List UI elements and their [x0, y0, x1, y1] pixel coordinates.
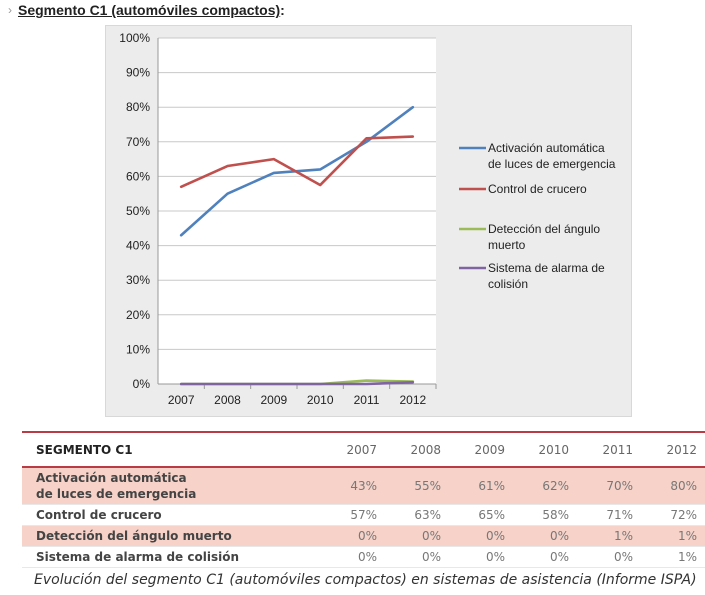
table-header-year: 2009 — [474, 442, 505, 457]
table-cell: 0% — [357, 550, 377, 564]
y-tick-label: 10% — [126, 342, 150, 356]
legend-label: Activación automática — [488, 141, 605, 155]
legend-label: muerto — [488, 238, 526, 252]
table-row: Sistema de alarma de colisión 0% 0% 0% 0… — [22, 547, 705, 568]
table-cell: 58% — [542, 508, 569, 522]
y-tick-label: 30% — [126, 273, 150, 287]
table-row: Detección del ángulo muerto 0% 0% 0% 0% … — [22, 525, 705, 547]
table-header-year: 2012 — [666, 442, 697, 457]
legend-label: Control de crucero — [488, 182, 587, 196]
y-tick-label: 90% — [126, 66, 150, 80]
figure-caption: Evolución del segmento C1 (automóviles c… — [34, 572, 697, 588]
legend-label: Detección del ángulo — [488, 222, 600, 236]
y-tick-label: 40% — [126, 239, 150, 253]
table-header-year: 2011 — [602, 442, 633, 457]
table-cell: 0% — [357, 529, 377, 543]
chevron-right-icon: › — [8, 3, 12, 17]
row-label: Control de crucero — [36, 508, 162, 522]
table-cell: 62% — [542, 479, 569, 493]
row-label-line: de luces de emergencia — [36, 487, 197, 501]
table-cell: 0% — [421, 550, 441, 564]
legend-label: colisión — [488, 277, 528, 291]
table-header-year: 2010 — [538, 442, 569, 457]
chart-container: 0% 10% 20% 30% 40% 50% 60% 70% 80% 90% 100% 2007 200… — [105, 25, 632, 417]
table-cell: 72% — [670, 508, 697, 522]
table-header-segment: SEGMENTO C1 — [36, 442, 133, 457]
y-tick-label: 80% — [126, 100, 150, 114]
table-cell: 61% — [478, 479, 505, 493]
table-cell: 1% — [677, 529, 697, 543]
table-cell: 63% — [414, 508, 441, 522]
y-tick-label: 100% — [119, 31, 150, 45]
y-tick-label: 20% — [126, 308, 150, 322]
table-cell: 80% — [670, 479, 697, 493]
y-tick-label: 50% — [126, 204, 150, 218]
x-tick-label: 2012 — [399, 393, 426, 407]
table-cell: 55% — [414, 479, 441, 493]
series-line — [179, 380, 415, 386]
table-cell: 0% — [485, 529, 505, 543]
row-label: Sistema de alarma de colisión — [36, 550, 239, 564]
legend-label: de luces de emergencia — [488, 157, 616, 171]
x-tick-label: 2010 — [307, 393, 334, 407]
x-tick-label: 2011 — [354, 393, 380, 407]
table-row: Activación automática de luces de emerge… — [22, 467, 705, 505]
table-cell: 0% — [549, 550, 569, 564]
table-row: Control de crucero 57% 63% 65% 58% 71% 7… — [22, 505, 705, 526]
line-chart: 0% 10% 20% 30% 40% 50% 60% 70% 80% 90% 100% 2007 200… — [119, 31, 616, 407]
table-header-year: 2007 — [346, 442, 377, 457]
x-tick-label: 2008 — [214, 393, 241, 407]
table-cell: 1% — [677, 550, 697, 564]
row-label: Detección del ángulo muerto — [36, 529, 232, 543]
y-tick-label: 0% — [133, 377, 151, 391]
table-cell: 70% — [606, 479, 633, 493]
table-header-row: SEGMENTO C1 2007 2008 2009 2010 2011 201… — [22, 432, 705, 467]
y-tick-label: 60% — [126, 169, 150, 183]
data-table: SEGMENTO C1 2007 2008 2009 2010 2011 201… — [22, 431, 705, 568]
section-heading: › Segmento C1 (automóviles compactos): — [8, 2, 285, 18]
row-label: Activación automática de luces de emerge… — [22, 467, 321, 505]
row-label-line: Activación automática — [36, 471, 187, 485]
table-cell: 57% — [350, 508, 377, 522]
x-tick-label: 2007 — [168, 393, 195, 407]
y-tick-label: 70% — [126, 135, 150, 149]
table-cell: 0% — [485, 550, 505, 564]
legend-label: Sistema de alarma de — [488, 261, 605, 275]
table-header-year: 2008 — [410, 442, 441, 457]
table-cell: 0% — [549, 529, 569, 543]
table-cell: 0% — [421, 529, 441, 543]
series-line — [179, 135, 415, 189]
section-title: Segmento C1 (automóviles compactos) — [18, 2, 281, 18]
table-cell: 43% — [350, 479, 377, 493]
table-cell: 1% — [613, 529, 633, 543]
table-cell: 71% — [606, 508, 633, 522]
table-cell: 65% — [478, 508, 505, 522]
table-cell: 0% — [613, 550, 633, 564]
x-tick-label: 2009 — [260, 393, 287, 407]
section-title-suffix: : — [280, 2, 285, 18]
